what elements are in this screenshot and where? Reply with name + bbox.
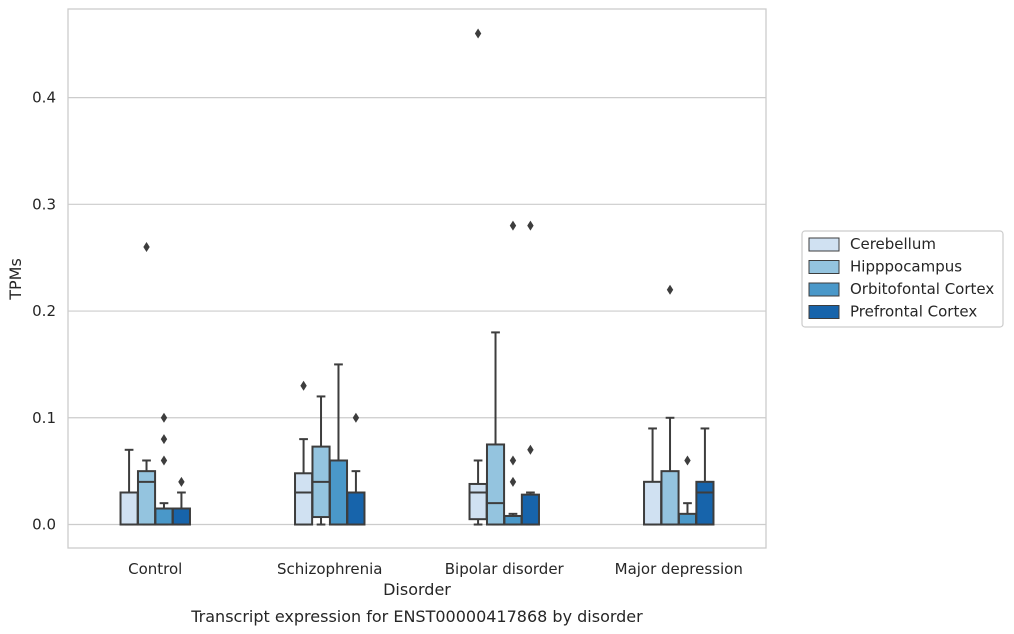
x-tick-label: Control [128,560,182,578]
box-item [520,220,540,526]
box-body [346,491,366,526]
box-item [695,427,715,526]
box-groups [119,28,715,526]
outlier-point [684,455,691,466]
outlier-point [527,220,534,231]
box-body [677,512,698,526]
box-item [346,412,366,526]
legend-swatch [808,282,840,297]
box-body [154,507,174,526]
legend-frame [801,230,1004,328]
legend-label: Hipppocampus [850,258,962,276]
legend-label: Orbitofontal Cortex [850,280,994,298]
y-tick-label: 0.4 [32,89,56,107]
outlier-point [509,220,517,231]
box-item [328,363,349,526]
x-tick-label: Schizophrenia [277,560,382,578]
x-tick-label: Major depression [615,560,743,578]
box-body [485,443,506,526]
plot-frame [67,8,767,549]
box-body [468,482,488,521]
box-body [695,480,715,526]
box-item [119,448,139,526]
outlier-point [509,476,517,487]
outlier-point [509,455,517,466]
box-item [468,28,488,526]
outlier-point [178,476,185,487]
box-item [485,331,506,526]
axis-ticks: 0.0 0.1 0.2 0.3 0.4 Control Schizophrenia Bipol… [32,89,743,578]
x-tick-label: Bipolar disorder [445,560,565,578]
legend-swatch [808,305,840,319]
legend-label: Cerebellum [850,235,936,253]
box-item [136,242,157,526]
outlier-point [527,444,534,455]
outlier-point [474,28,482,39]
legend-swatch [808,237,840,252]
x-axis-title: Disorder [383,580,451,599]
y-tick-label: 0.3 [32,195,56,213]
legend-swatch [808,260,840,274]
box-item [643,427,663,526]
figure-caption: Transcript expression for ENST0000041786… [190,607,643,626]
y-axis-title: TPMs [6,258,25,301]
box-body [171,507,191,526]
box-body [503,514,523,526]
outlier-point [160,455,168,466]
y-tick-label: 0.0 [32,516,56,534]
box-item [311,395,331,526]
box-body [643,480,663,526]
box-body [136,470,157,526]
outlier-point [300,380,307,391]
box-item [171,476,191,526]
box-body [119,491,139,526]
legend-label: Prefrontal Cortex [850,303,977,321]
box-body [294,472,314,526]
outlier-point [143,242,150,253]
series-hipppocampus [136,242,680,526]
box-body [660,470,680,526]
box-item [660,284,680,526]
outlier-point [666,284,674,295]
y-tick-label: 0.1 [32,409,56,427]
series-cerebellum [119,28,663,526]
series-prefrontal-cortex [171,220,715,526]
legend: Cerebellum Hipppocampus Orbitofontal Corte… [801,230,1004,328]
box-body [520,493,540,526]
y-tick-label: 0.2 [32,302,56,320]
outlier-point [352,412,360,423]
outlier-point [160,412,168,423]
box-body [328,459,349,526]
outlier-point [160,434,168,445]
